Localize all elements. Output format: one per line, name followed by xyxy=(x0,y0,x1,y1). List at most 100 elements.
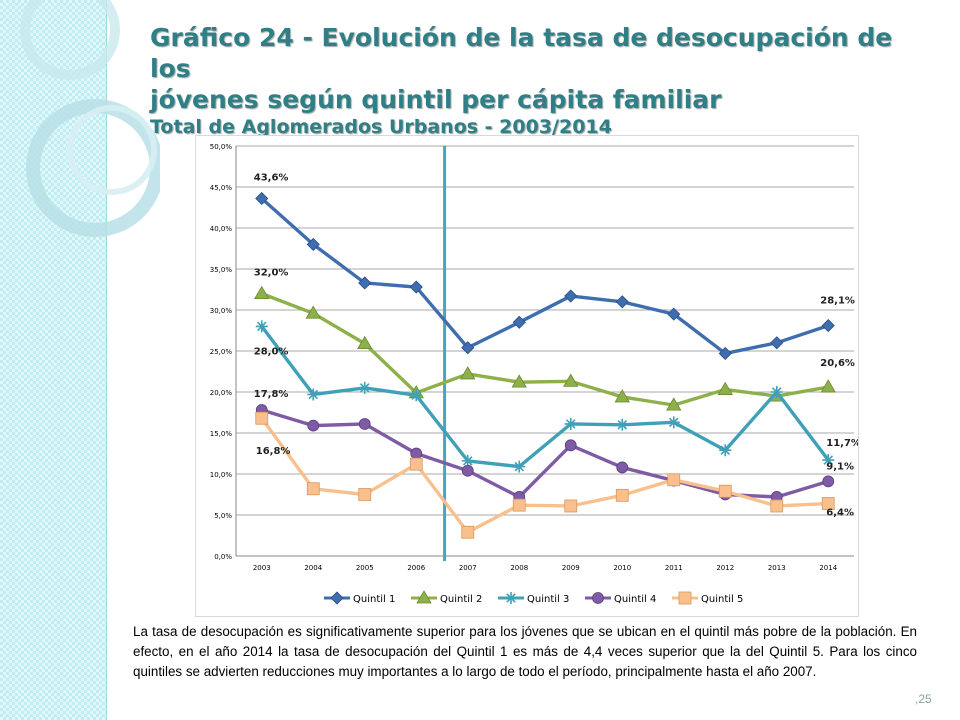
data-point xyxy=(667,473,681,487)
data-point xyxy=(563,373,579,387)
y-tick-label: 25,0% xyxy=(210,348,233,356)
data-point xyxy=(255,411,269,425)
data-label: 17,8% xyxy=(254,389,289,400)
data-point xyxy=(615,295,629,309)
y-tick-label: 45,0% xyxy=(210,184,233,192)
series-line-quintil-1 xyxy=(260,197,829,356)
data-point xyxy=(822,454,835,467)
data-point xyxy=(409,457,423,471)
data-point xyxy=(667,307,681,321)
data-point xyxy=(667,416,680,429)
data-point xyxy=(255,320,268,333)
data-point xyxy=(410,389,423,402)
data-point xyxy=(770,499,784,513)
data-point xyxy=(255,191,269,206)
data-point xyxy=(564,439,577,452)
data-point xyxy=(512,498,526,512)
data-point xyxy=(717,381,733,395)
data-point xyxy=(821,497,835,510)
line-chart: 0,0% 5,0% 10,0% 15,0% 20,0% 25,0% 30,0% 35,0% 40… xyxy=(195,135,859,617)
description-text: La tasa de desocupación es significativa… xyxy=(133,624,917,679)
slide-subtitle: Total de Aglomerados Urbanos - 2003/2014 xyxy=(150,116,612,138)
y-tick-label: 35,0% xyxy=(210,266,233,274)
title-line-2: jóvenes según quintil per cápita familia… xyxy=(150,85,722,114)
y-tick-label: 40,0% xyxy=(210,225,233,233)
title-line-1: Gráfico 24 - Evolución de la tasa de des… xyxy=(150,23,893,83)
legend-marker xyxy=(678,591,692,605)
data-point xyxy=(564,417,577,430)
data-point xyxy=(511,374,527,388)
data-point xyxy=(461,525,475,539)
series-line-quintil-4 xyxy=(261,408,829,499)
data-point xyxy=(770,386,783,398)
data-point xyxy=(718,346,732,361)
legend-label: Quintil 1 xyxy=(353,594,395,605)
data-point xyxy=(357,335,373,350)
y-tick-label: 0,0% xyxy=(214,553,232,561)
x-tick-label: 2008 xyxy=(510,564,528,572)
data-label: 28,0% xyxy=(254,346,289,357)
data-point xyxy=(615,488,629,502)
legend-marker xyxy=(592,592,604,604)
y-tick-label: 30,0% xyxy=(210,307,233,315)
x-tick-label: 2011 xyxy=(665,564,683,572)
legend-label: Quintil 4 xyxy=(614,594,656,605)
data-point xyxy=(512,315,526,329)
data-point xyxy=(358,488,372,501)
legend-label: Quintil 5 xyxy=(701,594,743,605)
legend-label: Quintil 3 xyxy=(527,594,569,605)
data-point xyxy=(254,285,270,300)
data-point xyxy=(614,389,630,403)
x-tick-label: 2012 xyxy=(716,564,734,572)
data-point xyxy=(306,482,320,496)
data-point xyxy=(770,336,784,350)
page-number: ,25 xyxy=(915,692,932,706)
data-point xyxy=(821,319,835,333)
data-label: 32,0% xyxy=(254,268,289,279)
data-point xyxy=(666,397,682,411)
data-label: 16,8% xyxy=(256,446,291,457)
x-tick-label: 2005 xyxy=(356,564,374,572)
data-label: 6,4% xyxy=(826,508,854,519)
y-tick-label: 50,0% xyxy=(210,143,233,151)
y-tick-label: 10,0% xyxy=(210,471,233,479)
data-label: 9,1% xyxy=(826,461,854,472)
data-label: 20,6% xyxy=(820,358,855,369)
y-tick-label: 5,0% xyxy=(214,512,232,520)
x-tick-label: 2003 xyxy=(253,564,271,572)
legend-marker xyxy=(330,591,344,605)
data-point xyxy=(616,418,629,431)
data-point xyxy=(307,388,320,401)
legend-marker xyxy=(416,590,432,604)
data-point xyxy=(719,444,732,457)
y-tick-label: 15,0% xyxy=(210,430,233,438)
data-point xyxy=(718,484,732,498)
data-label: 28,1% xyxy=(820,296,855,307)
data-point xyxy=(409,280,423,294)
x-tick-label: 2004 xyxy=(304,564,322,572)
data-point xyxy=(616,461,629,474)
data-point xyxy=(307,419,320,432)
series-line-quintil-2 xyxy=(261,292,829,407)
data-point xyxy=(564,499,578,513)
decorative-circles xyxy=(20,0,160,237)
x-tick-label: 2007 xyxy=(459,564,477,572)
series-line-quintil-5 xyxy=(260,417,829,534)
data-point xyxy=(460,366,476,380)
data-point xyxy=(461,464,474,477)
legend-marker xyxy=(505,592,517,604)
data-point xyxy=(820,379,836,393)
slide-title: Gráfico 24 - Evolución de la tasa de des… xyxy=(150,22,940,139)
data-point xyxy=(461,454,474,467)
x-tick-label: 2013 xyxy=(768,564,786,572)
data-point xyxy=(305,305,321,319)
x-tick-label: 2006 xyxy=(407,564,425,572)
x-tick-label: 2014 xyxy=(819,564,837,572)
data-label: 11,7% xyxy=(826,438,858,449)
data-point xyxy=(822,475,835,488)
series-line-quintil-3 xyxy=(260,325,830,469)
data-label: 43,6% xyxy=(254,172,289,183)
data-point xyxy=(410,447,423,460)
data-point xyxy=(358,381,371,394)
data-point xyxy=(358,276,372,290)
